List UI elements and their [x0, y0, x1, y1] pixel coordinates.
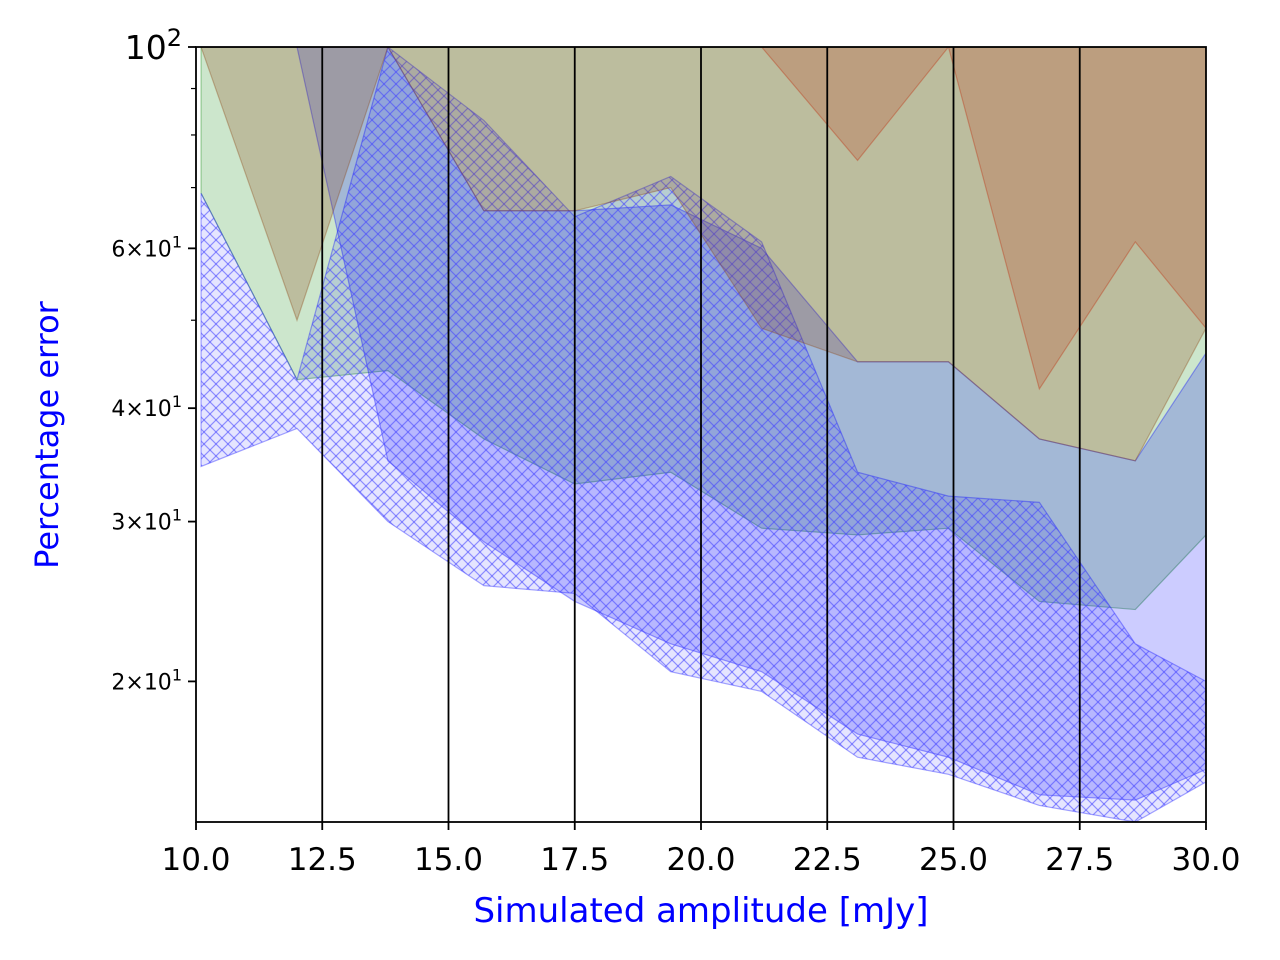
y-axis-ticks: 102 6×101 4×101 3×101 2×101 — [111, 24, 196, 695]
y-tick-label: 2×101 — [111, 665, 182, 695]
y-axis-label: Percentage error — [28, 300, 66, 569]
band-brown-band — [200, 47, 1206, 462]
x-tick-label: 12.5 — [288, 842, 357, 878]
x-tick-label: 27.5 — [1045, 842, 1114, 878]
x-tick-label: 30.0 — [1171, 842, 1240, 878]
y-tick-label: 6×101 — [111, 232, 182, 262]
x-tick-label: 25.0 — [919, 842, 988, 878]
band-red-band — [201, 47, 1206, 391]
x-axis-label: Simulated amplitude [mJy] — [473, 891, 928, 931]
x-tick-label: 17.5 — [540, 842, 609, 878]
grid-lines — [321, 47, 1081, 822]
x-tick-label: 15.0 — [414, 842, 483, 878]
x-tick-label: 20.0 — [666, 842, 735, 878]
y-tick-label: 4×101 — [111, 392, 182, 422]
series-bands — [200, 47, 1206, 822]
band-hatch-blue-hatched-band — [201, 47, 1206, 822]
x-axis-ticks: 10.0 12.5 15.0 17.5 20.0 22.5 25.0 27.5 30.0 — [161, 822, 1241, 878]
x-tick-label: 22.5 — [793, 842, 862, 878]
y-tick-label: 3×101 — [111, 506, 182, 536]
x-tick-label: 10.0 — [161, 842, 230, 878]
y-tick-label: 102 — [125, 24, 182, 67]
